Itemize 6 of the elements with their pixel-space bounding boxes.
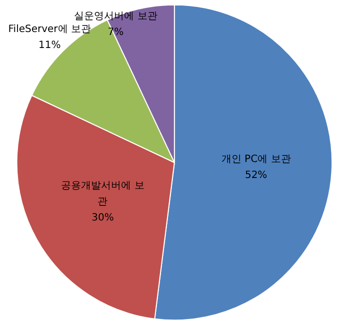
data-label: 11% xyxy=(38,40,61,52)
data-label: 52% xyxy=(244,170,268,182)
slice-label: 개인 PC에 보관 xyxy=(221,154,291,166)
slice-label: 공용개발서버에 보관 xyxy=(61,180,144,208)
slice-label: FileServer에 보관 xyxy=(8,24,91,36)
data-label: 30% xyxy=(92,212,114,224)
